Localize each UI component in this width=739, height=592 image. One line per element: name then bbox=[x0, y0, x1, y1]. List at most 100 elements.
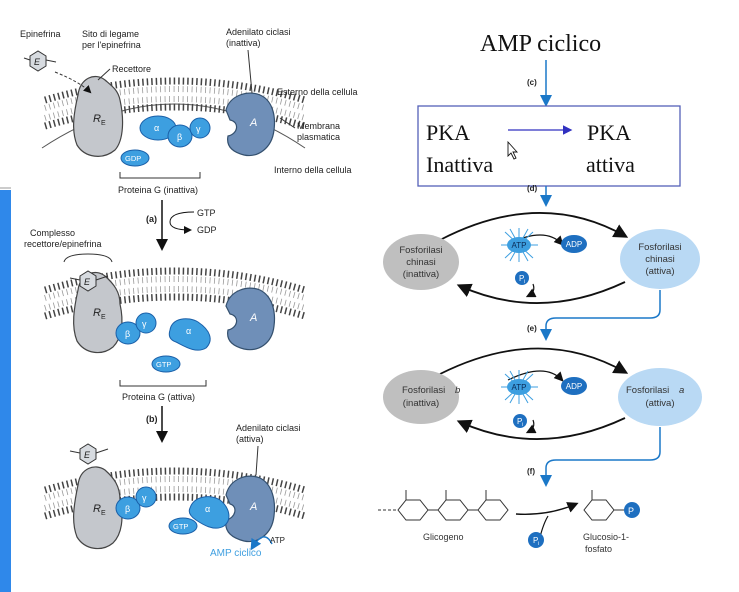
epinephrine-glyph-1: E bbox=[34, 57, 41, 67]
g-gamma-glyph-3: γ bbox=[142, 493, 147, 503]
g-gamma-glyph-2: γ bbox=[142, 319, 147, 329]
g-protein-inactive-label: Proteina G (inattiva) bbox=[118, 185, 198, 195]
adp-label-1: ADP bbox=[566, 240, 582, 249]
phos-a-letter: a bbox=[679, 385, 684, 396]
receptor-sub-1: E bbox=[101, 120, 106, 127]
pi-sub-1: i bbox=[524, 279, 525, 285]
step-a-gdp: GDP bbox=[197, 225, 217, 235]
binding-site-arrow bbox=[54, 71, 92, 94]
g-beta-3 bbox=[115, 496, 141, 520]
pka-inactive-label-2: Inattiva bbox=[426, 152, 493, 177]
pi-badge-1 bbox=[515, 271, 529, 285]
gdp-badge bbox=[120, 149, 150, 167]
atp-label-left: ATP bbox=[270, 536, 285, 545]
camp-label-left: AMP ciclico bbox=[210, 548, 262, 559]
pka-active-label-2: attiva bbox=[586, 152, 635, 177]
receptor-glyph-1: R bbox=[93, 113, 101, 125]
adenylate-active-label-2: (attiva) bbox=[236, 434, 264, 444]
phos-a-label-1: Fosforilasi bbox=[626, 385, 669, 396]
complex-label-1: Complesso bbox=[30, 228, 75, 238]
phos-b-label-2: (inattiva) bbox=[403, 398, 439, 409]
receptor-stage-3 bbox=[73, 466, 123, 550]
kinase-active-label-1: Fosforilasi bbox=[638, 242, 681, 253]
adenylate-inactive-label-2: (inattiva) bbox=[226, 38, 261, 48]
epinephrine-glyph-2: E bbox=[84, 277, 91, 287]
pi-badge-2 bbox=[513, 414, 527, 428]
gtp-label-3: GTP bbox=[173, 522, 188, 531]
adenylate-glyph-3: A bbox=[249, 501, 257, 513]
step-f-label: (f) bbox=[527, 467, 535, 476]
epinephrine-hexagon-3 bbox=[79, 443, 97, 465]
phos-a-label-2: (attiva) bbox=[645, 398, 674, 409]
g-beta-glyph-1: β bbox=[177, 132, 182, 142]
pi-label-3: P bbox=[533, 536, 538, 545]
phosphate-glyph: P bbox=[628, 506, 634, 516]
g-gamma-1 bbox=[189, 117, 211, 139]
g-beta-glyph-2: β bbox=[125, 329, 130, 339]
step-c-label: (c) bbox=[527, 78, 537, 87]
g-protein-bracket-1 bbox=[119, 172, 201, 179]
step-a-gtp: GTP bbox=[197, 208, 216, 218]
adenylate-glyph-2: A bbox=[249, 312, 257, 324]
kinase-inactive-label-2: chinasi bbox=[406, 257, 436, 268]
epinephrine-label: Epinefrina bbox=[20, 29, 61, 39]
epinephrine-hexagon-1 bbox=[29, 50, 47, 72]
gtp-label-2: GTP bbox=[156, 360, 171, 369]
glucose-1-phosphate bbox=[583, 490, 625, 521]
adenylate-inactive-label-1: Adenilato ciclasi bbox=[226, 27, 291, 37]
receptor-sub-3: E bbox=[101, 510, 106, 517]
receptor-glyph-3: R bbox=[93, 503, 101, 515]
gdp-label: GDP bbox=[125, 154, 141, 163]
phosphorylase-a-node bbox=[618, 368, 702, 426]
g-beta-2 bbox=[115, 321, 141, 345]
adp-label-2: ADP bbox=[566, 382, 582, 391]
adenylate-glyph-1: A bbox=[249, 117, 257, 129]
g1p-label-2: fosfato bbox=[585, 544, 612, 554]
g1p-label-1: Glucosio-1- bbox=[583, 532, 629, 542]
adenylate-active-label-1: Adenilato ciclasi bbox=[236, 423, 301, 433]
membrane-stage-2 bbox=[44, 267, 306, 320]
epinephrine-hexagon-2 bbox=[79, 270, 97, 292]
phos-b-letter: b bbox=[455, 385, 460, 396]
pi-badge-3 bbox=[528, 532, 544, 548]
gtp-badge-3 bbox=[168, 517, 198, 535]
kinase-inactive-node bbox=[383, 234, 459, 290]
membrane-stage-3 bbox=[44, 467, 306, 520]
step-a-label: (a) bbox=[146, 214, 157, 224]
step-b-label: (b) bbox=[146, 414, 158, 424]
binding-site-label-1: Sito di legame bbox=[82, 29, 139, 39]
g-beta-glyph-3: β bbox=[125, 504, 130, 514]
camp-title: AMP ciclico bbox=[480, 31, 601, 57]
phos-b-label-1: Fosforilasi bbox=[402, 385, 445, 396]
atp-label-2: ATP bbox=[512, 383, 527, 392]
adenylate-cyclase-2 bbox=[225, 287, 276, 351]
g-gamma-3 bbox=[135, 486, 157, 508]
left-edge-bar bbox=[0, 0, 11, 592]
g-alpha-glyph-3: α bbox=[205, 504, 210, 514]
kinase-active-label-2: chinasi bbox=[645, 254, 675, 265]
receptor-sub-2: E bbox=[101, 314, 106, 321]
kinase-active-label-3: (attiva) bbox=[645, 266, 674, 277]
g-beta-1 bbox=[167, 124, 193, 148]
pka-inactive-label-1: PKA bbox=[426, 120, 470, 145]
right-panel: AMP ciclico (c) PKA Inattiva PKA attiva … bbox=[378, 31, 702, 554]
cell-interior-label: Interno della cellula bbox=[274, 165, 352, 175]
kinase-active-node bbox=[620, 229, 700, 289]
pka-active-label-1: PKA bbox=[587, 120, 631, 145]
atp-label-1: ATP bbox=[512, 241, 527, 250]
g-protein-active-label: Proteina G (attiva) bbox=[122, 392, 195, 402]
g-alpha-2 bbox=[168, 318, 211, 351]
g-gamma-2 bbox=[135, 312, 157, 334]
binding-site-label-2: per l'epinefrina bbox=[82, 40, 141, 50]
complex-label-2: recettore/epinefrina bbox=[24, 239, 102, 249]
receptor-glyph-2: R bbox=[93, 307, 101, 319]
g-alpha-glyph-1: α bbox=[154, 123, 159, 133]
epinephrine-glyph-3: E bbox=[84, 450, 91, 460]
phosphorylase-b-node bbox=[383, 370, 459, 424]
g-gamma-glyph-1: γ bbox=[196, 124, 201, 134]
pka-box bbox=[417, 105, 681, 187]
step-e-label: (e) bbox=[527, 324, 537, 333]
adp-badge-2 bbox=[561, 377, 587, 395]
mouse-cursor-icon bbox=[507, 140, 519, 160]
glycogen-chain bbox=[378, 490, 509, 521]
